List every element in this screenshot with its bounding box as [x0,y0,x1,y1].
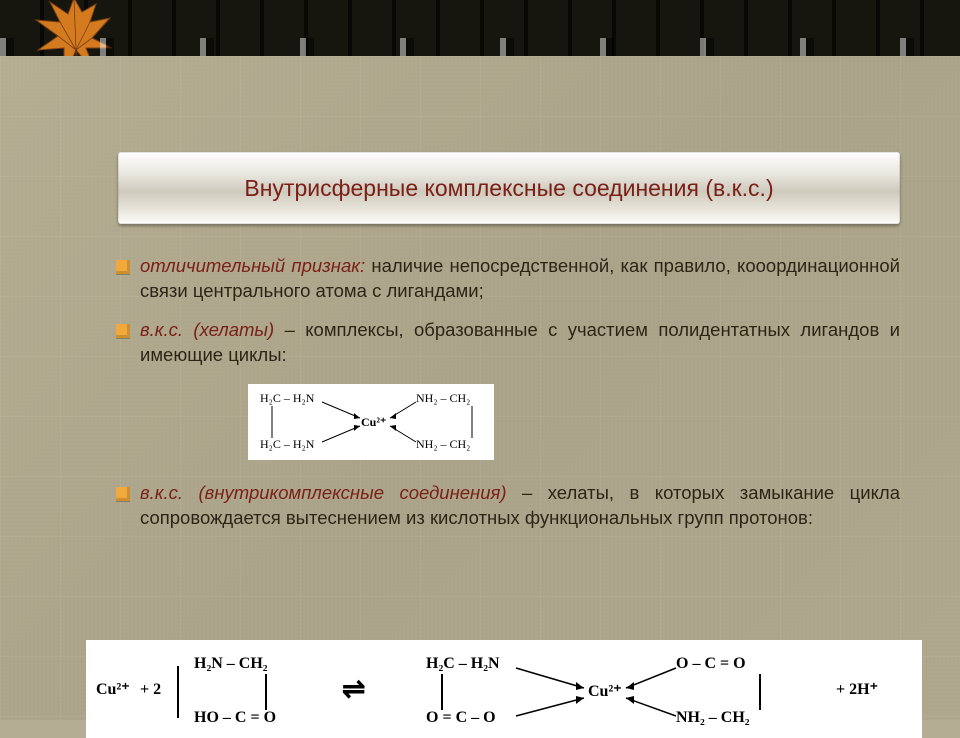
bullet-text: отличительный признак: наличие непосредс… [140,254,900,304]
bullet-term: в.к.с. (хелаты) [140,319,274,340]
rxn-prod-lt: H₂C – H₂N [426,655,500,672]
rxn-prod-center: Cu²⁺ [588,683,622,700]
bullet-term: отличительный признак: [140,255,365,276]
formula-label: H₂C – H₂N [260,437,315,451]
rxn-prod-rb: NH₂ – CH₂ [676,709,750,726]
chelate-structure-diagram: H₂C – H₂N H₂C – H₂N NH₂ – CH₂ NH₂ – CH₂ … [248,384,494,460]
rxn-tail: + 2H⁺ [836,681,878,698]
rxn-prod-rt: O – C = O [676,655,746,672]
formula-center: Cu²⁺ [361,415,386,429]
pattern-fill [0,0,960,56]
rxn-ligand-top: H₂N – CH₂ [194,655,268,672]
bullet-marker-icon [116,324,130,338]
bullet-text: в.к.с. (хелаты) – комплексы, образованны… [140,318,900,368]
rxn-plus: + 2 [140,681,161,698]
bullet-marker-icon [116,260,130,274]
reaction-scheme: Cu²⁺ + 2 H₂N – CH₂ HO – C = O ⇌ H₂C – H₂… [86,640,922,738]
title-band: Внутрисферные комплексные соединения (в.… [118,152,900,224]
bullet-term: в.к.с. (внутрикомплексные соединения) [140,482,507,503]
content-area: отличительный признак: наличие непосредс… [140,254,900,545]
equilibrium-arrow-icon: ⇌ [342,674,365,705]
rxn-ligand-bot: HO – C = O [194,709,276,726]
bullet-item: в.к.с. (внутрикомплексные соединения) – … [140,481,900,531]
bullet-item: отличительный признак: наличие непосредс… [140,254,900,304]
bullet-marker-icon [116,487,130,501]
bullet-item: в.к.с. (хелаты) – комплексы, образованны… [140,318,900,368]
slide-title: Внутрисферные комплексные соединения (в.… [244,175,773,202]
formula-label: H₂C – H₂N [260,391,315,405]
bullet-text: в.к.с. (внутрикомплексные соединения) – … [140,481,900,531]
formula-label: NH₂ – CH₂ [416,391,470,405]
formula-label: NH₂ – CH₂ [416,437,470,451]
rxn-prod-lb: O = C – O [426,709,496,726]
top-border-pattern [0,0,960,56]
rxn-left-ion: Cu²⁺ [96,681,130,698]
slide-body: Внутрисферные комплексные соединения (в.… [0,56,960,720]
